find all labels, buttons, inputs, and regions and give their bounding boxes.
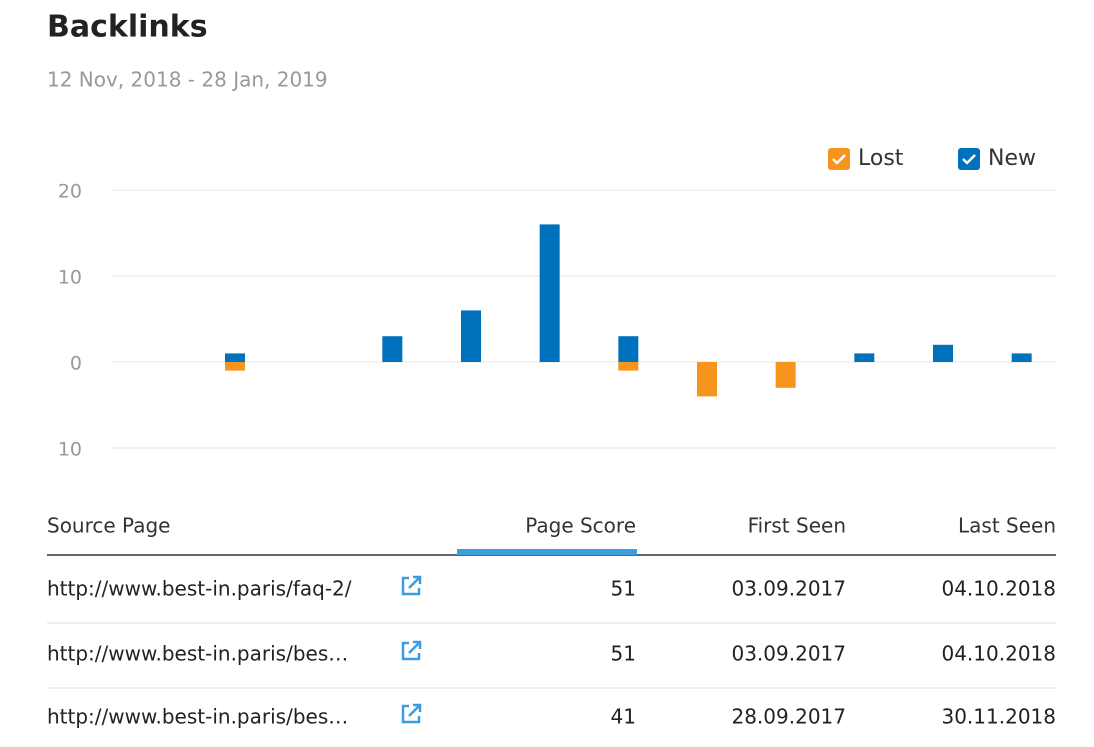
bar [697, 362, 717, 397]
cell: 03.09.2017 [731, 577, 846, 601]
cell: 04.10.2018 [941, 577, 1056, 601]
legend-label: New [988, 146, 1036, 171]
cell: 28.09.2017 [731, 705, 846, 729]
icon-arrow [408, 703, 422, 717]
bar [225, 353, 245, 362]
cell: http://www.best-in.paris/bes… [47, 705, 348, 729]
icon-arrow [408, 640, 422, 654]
column-header: Page Score [525, 514, 636, 538]
bar [618, 336, 639, 362]
title: Backlinks [47, 10, 208, 45]
y-tick-label: 10 [58, 267, 82, 289]
cell: 51 [611, 642, 636, 666]
legend-checkbox [958, 148, 980, 170]
cell: 30.11.2018 [941, 705, 1056, 729]
column-header: Source Page [47, 514, 170, 538]
legend-item: Lost [828, 146, 904, 171]
bar [1011, 353, 1032, 362]
column-header: Last Seen [958, 514, 1056, 538]
icon-box [401, 576, 421, 596]
external-link-icon[interactable] [401, 575, 422, 596]
cell: http://www.best-in.paris/faq-2/ [47, 577, 352, 601]
legend-label: Lost [858, 146, 904, 171]
bar [854, 353, 875, 362]
cell: 03.09.2017 [731, 642, 846, 666]
column-header: First Seen [748, 514, 846, 538]
external-link-icon[interactable] [401, 640, 422, 661]
bar [539, 224, 560, 362]
sort-indicator [457, 549, 637, 555]
bar [225, 362, 245, 371]
external-link-icon[interactable] [401, 703, 422, 724]
cell: http://www.best-in.paris/bes… [47, 642, 348, 666]
bar [618, 362, 639, 371]
cell: 41 [611, 705, 636, 729]
legend-check [962, 154, 976, 165]
legend-checkbox [828, 148, 850, 170]
bar [775, 362, 796, 388]
y-tick-label: 20 [58, 181, 82, 203]
bar [461, 310, 481, 362]
cell: 04.10.2018 [941, 642, 1056, 666]
legend-item: New [958, 146, 1036, 171]
cell: 51 [611, 577, 636, 601]
subtitle: 12 Nov, 2018 - 28 Jan, 2019 [47, 68, 328, 92]
y-tick-label: 10 [58, 439, 82, 461]
y-tick-label: 0 [70, 353, 82, 375]
icon-arrow [408, 575, 422, 589]
icon-box [401, 641, 421, 661]
bar [382, 336, 403, 362]
legend-check [832, 154, 846, 165]
icon-box [401, 704, 421, 724]
bar [933, 344, 953, 362]
